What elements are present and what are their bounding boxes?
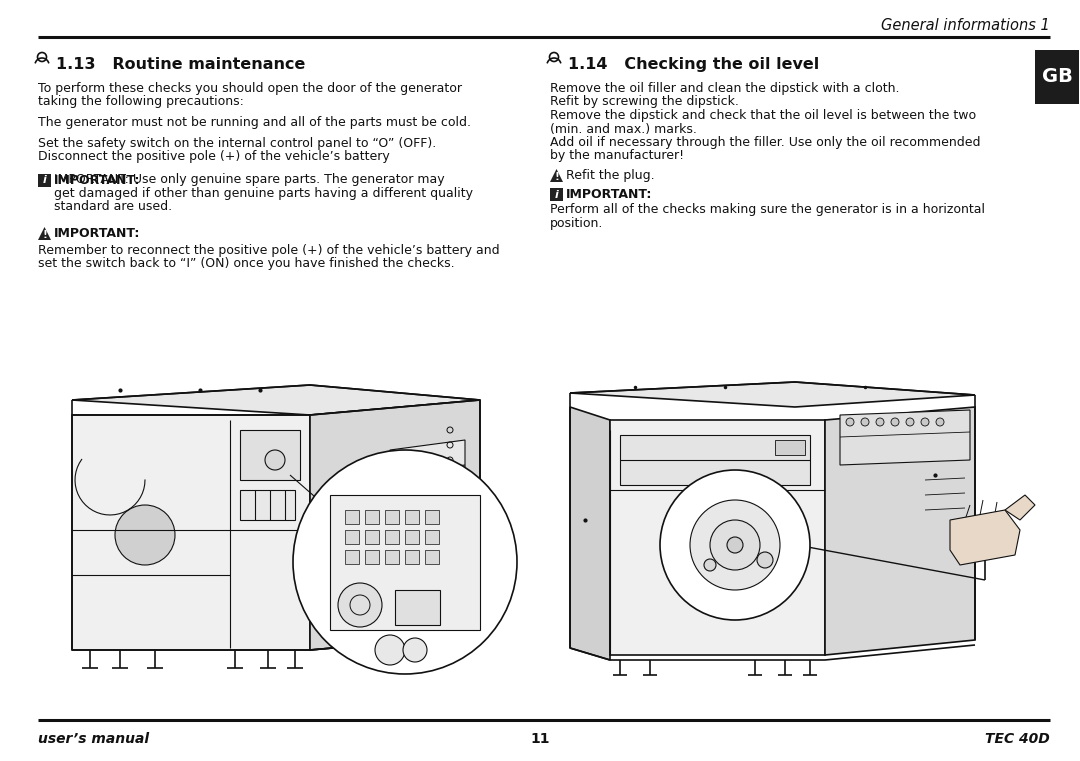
Text: General informations 1: General informations 1 xyxy=(881,18,1050,33)
Text: Remove the oil filler and clean the dipstick with a cloth.: Remove the oil filler and clean the dips… xyxy=(550,82,900,95)
Circle shape xyxy=(704,559,716,571)
Text: !: ! xyxy=(554,172,559,182)
Text: by the manufacturer!: by the manufacturer! xyxy=(550,149,684,163)
Ellipse shape xyxy=(105,470,185,600)
Circle shape xyxy=(710,520,760,570)
Text: position.: position. xyxy=(550,217,604,230)
Text: Disconnect the positive pole (+) of the vehicle’s battery: Disconnect the positive pole (+) of the … xyxy=(38,150,390,163)
Polygon shape xyxy=(426,510,438,524)
Text: GB: GB xyxy=(1041,68,1072,87)
Text: IMPORTANT:: IMPORTANT: xyxy=(566,188,652,201)
Polygon shape xyxy=(775,440,805,455)
Polygon shape xyxy=(390,440,465,510)
Circle shape xyxy=(846,418,854,426)
Text: (min. and max.) marks.: (min. and max.) marks. xyxy=(550,123,697,135)
Polygon shape xyxy=(72,385,480,415)
Polygon shape xyxy=(570,382,975,407)
Polygon shape xyxy=(240,490,295,520)
Polygon shape xyxy=(330,495,480,630)
Text: get damaged if other than genuine parts having a different quality: get damaged if other than genuine parts … xyxy=(54,187,473,200)
Circle shape xyxy=(936,418,944,426)
Circle shape xyxy=(338,583,382,627)
Text: 1.13   Routine maintenance: 1.13 Routine maintenance xyxy=(56,57,306,72)
Circle shape xyxy=(403,638,427,662)
Polygon shape xyxy=(405,530,419,544)
Polygon shape xyxy=(550,169,563,182)
Circle shape xyxy=(876,418,885,426)
Polygon shape xyxy=(840,410,970,465)
Text: !: ! xyxy=(42,230,46,240)
Text: TEC 40D: TEC 40D xyxy=(985,732,1050,746)
Polygon shape xyxy=(310,400,480,650)
Polygon shape xyxy=(384,510,399,524)
Ellipse shape xyxy=(640,465,730,615)
Text: Add oil if necessary through the filler. Use only the oil recommended: Add oil if necessary through the filler.… xyxy=(550,136,981,149)
Polygon shape xyxy=(426,550,438,564)
Polygon shape xyxy=(345,550,359,564)
Polygon shape xyxy=(1035,50,1079,104)
Polygon shape xyxy=(825,407,975,655)
Text: To perform these checks you should open the door of the generator: To perform these checks you should open … xyxy=(38,82,462,95)
Text: 1.14   Checking the oil level: 1.14 Checking the oil level xyxy=(568,57,820,72)
Circle shape xyxy=(660,470,810,620)
Text: i: i xyxy=(42,175,46,185)
Text: taking the following precautions:: taking the following precautions: xyxy=(38,95,244,109)
Polygon shape xyxy=(550,188,563,201)
Circle shape xyxy=(757,552,773,568)
Circle shape xyxy=(861,418,869,426)
Text: standard are used.: standard are used. xyxy=(54,200,172,214)
Polygon shape xyxy=(395,590,440,625)
Polygon shape xyxy=(240,430,300,480)
Circle shape xyxy=(906,418,914,426)
Circle shape xyxy=(727,537,743,553)
Polygon shape xyxy=(1005,495,1035,520)
Polygon shape xyxy=(620,435,810,485)
Text: 11: 11 xyxy=(530,732,550,746)
Text: IMPORTANT:: IMPORTANT: xyxy=(54,227,140,240)
Text: Set the safety switch on the internal control panel to “O” (OFF).: Set the safety switch on the internal co… xyxy=(38,136,436,149)
Polygon shape xyxy=(72,415,310,650)
Polygon shape xyxy=(570,407,610,660)
Text: user’s manual: user’s manual xyxy=(38,732,149,746)
Polygon shape xyxy=(38,174,51,186)
Polygon shape xyxy=(950,510,1020,565)
Text: The generator must not be running and all of the parts must be cold.: The generator must not be running and al… xyxy=(38,116,471,129)
Polygon shape xyxy=(384,550,399,564)
Polygon shape xyxy=(38,227,51,240)
Text: set the switch back to “I” (ON) once you have finished the checks.: set the switch back to “I” (ON) once you… xyxy=(38,257,455,270)
Polygon shape xyxy=(365,530,379,544)
Polygon shape xyxy=(365,550,379,564)
Circle shape xyxy=(891,418,899,426)
Polygon shape xyxy=(426,530,438,544)
Text: Remember to reconnect the positive pole (+) of the vehicle’s battery and: Remember to reconnect the positive pole … xyxy=(38,244,500,257)
Polygon shape xyxy=(384,530,399,544)
Circle shape xyxy=(293,450,517,674)
Circle shape xyxy=(375,635,405,665)
Text: i: i xyxy=(554,189,558,199)
Text: Remove the dipstick and check that the oil level is between the two: Remove the dipstick and check that the o… xyxy=(550,109,976,122)
Polygon shape xyxy=(345,510,359,524)
Text: IMPORTANT:: IMPORTANT: xyxy=(54,174,140,186)
Text: Perform all of the checks making sure the generator is in a horizontal: Perform all of the checks making sure th… xyxy=(550,203,985,216)
Text: Refit the plug.: Refit the plug. xyxy=(566,169,654,182)
Circle shape xyxy=(921,418,929,426)
Polygon shape xyxy=(365,510,379,524)
Polygon shape xyxy=(610,420,825,655)
Text: IMPORTANT: Use only genuine spare parts. The generator may: IMPORTANT: Use only genuine spare parts.… xyxy=(54,174,445,186)
Circle shape xyxy=(114,505,175,565)
Polygon shape xyxy=(405,510,419,524)
Text: Refit by screwing the dipstick.: Refit by screwing the dipstick. xyxy=(550,95,739,109)
Circle shape xyxy=(265,450,285,470)
Circle shape xyxy=(690,500,780,590)
Polygon shape xyxy=(345,530,359,544)
Polygon shape xyxy=(405,550,419,564)
